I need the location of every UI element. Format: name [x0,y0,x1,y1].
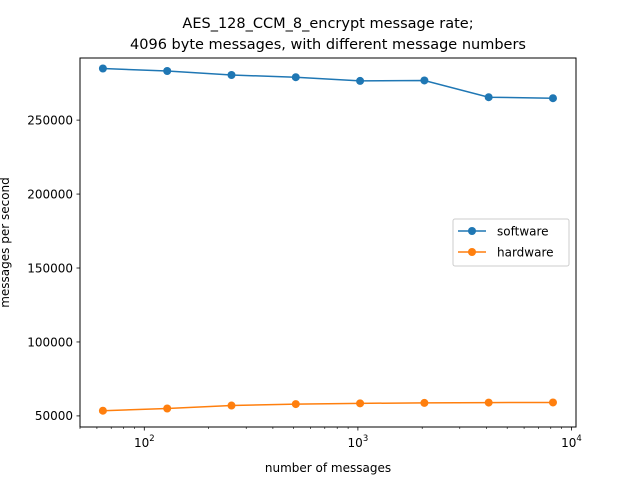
data-point-hardware [163,404,172,413]
y-axis-title: messages per second [0,177,12,308]
data-point-hardware [420,398,429,407]
data-point-hardware [227,401,236,410]
x-tick-label: 103 [348,434,369,450]
y-tick-label: 200000 [27,187,73,201]
chart-title-line-2: 4096 byte messages, with different messa… [130,37,526,53]
data-point-hardware [98,406,107,415]
legend-marker-hardware [468,248,476,256]
data-point-software [163,67,172,76]
chart-title-line-1: AES_128_CCM_8_encrypt message rate; [182,16,473,32]
data-point-software [548,94,557,103]
legend-label-hardware: hardware [497,245,554,259]
y-tick-label: 50000 [35,409,73,423]
data-point-hardware [356,399,365,408]
chart-title: AES_128_CCM_8_encrypt message rate; 4096… [130,16,526,53]
data-point-software [291,73,300,82]
data-point-hardware [484,398,493,407]
series-line-software [102,67,553,99]
x-tick-label: 102 [134,434,155,450]
data-point-software [484,93,493,102]
x-tick-label: 104 [561,434,582,450]
y-tick-label: 150000 [27,261,73,275]
x-axis: 102 103 104 [79,427,582,450]
data-point-software [227,71,236,80]
data-point-hardware [291,400,300,409]
legend-marker-software [468,227,476,235]
data-point-software [98,64,107,73]
data-point-software [420,76,429,85]
series-line-hardware [102,401,553,412]
y-tick-label: 250000 [27,113,73,127]
y-tick-label: 100000 [27,335,73,349]
data-point-software [356,76,365,85]
series-layer [98,64,557,415]
legend: software hardware [452,218,570,267]
x-axis-title: number of messages [265,461,391,475]
data-point-hardware [548,398,557,407]
y-axis: 50000 100000 150000 200000 250000 [27,113,80,423]
legend-label-software: software [497,224,549,238]
